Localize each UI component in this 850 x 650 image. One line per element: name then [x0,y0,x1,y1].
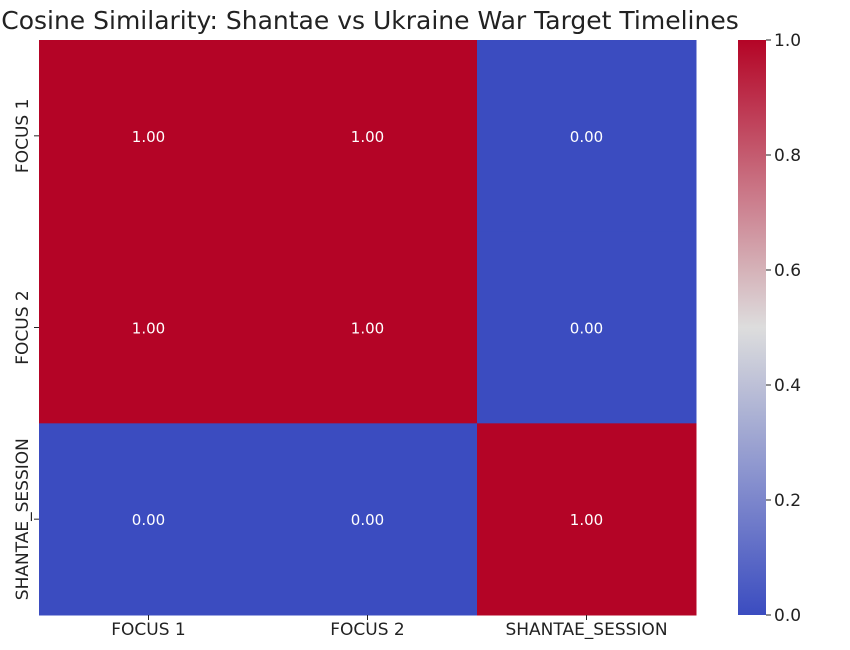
colorbar-tick-label: 0.4 [774,376,801,396]
cell-value-label: 1.00 [351,128,384,146]
colorbar-gradient [738,40,766,615]
heatmap-cell [39,423,259,616]
heatmap-cell [258,231,478,424]
chart-title: Cosine Similarity: Shantae vs Ukraine Wa… [1,6,739,35]
heatmap-cell [477,231,697,424]
cell-value-label: 0.00 [351,511,384,529]
x-tick-label: SHANTAE_SESSION [505,620,667,640]
colorbar: 0.0 0.2 0.4 0.6 0.8 1.0 [738,31,801,626]
colorbar-tick-label: 0.2 [774,491,801,511]
y-tick-label: SHANTAE_SESSION [13,438,33,600]
y-tick-label: FOCUS 1 [13,99,33,173]
cell-value-label: 1.00 [132,320,165,338]
cell-value-label: 0.00 [132,511,165,529]
heatmap-cell [477,40,697,233]
heatmap-cell [39,40,259,233]
cell-value-label: 1.00 [132,128,165,146]
y-axis: FOCUS 1 FOCUS 2 SHANTAE_SESSION [13,99,39,600]
colorbar-tick-label: 0.0 [774,606,801,626]
colorbar-tick-label: 1.0 [774,31,801,51]
cell-value-label: 1.00 [570,511,603,529]
heatmap-cell [258,423,478,616]
cell-value-label: 0.00 [570,128,603,146]
heatmap-cells: 1.00 1.00 0.00 1.00 1.00 0.00 0.00 0.00 1.00 [39,40,697,616]
heatmap-cell [39,231,259,424]
colorbar-tick-label: 0.8 [774,146,801,166]
x-tick-label: FOCUS 2 [330,620,404,640]
x-axis: FOCUS 1 FOCUS 2 SHANTAE_SESSION [111,615,668,640]
cell-value-label: 0.00 [570,320,603,338]
cell-value-label: 1.00 [351,320,384,338]
heatmap-cell [477,423,697,616]
x-tick-label: FOCUS 1 [111,620,185,640]
heatmap-cell [258,40,478,233]
y-tick-label: FOCUS 2 [13,290,33,364]
colorbar-tick-label: 0.6 [774,261,801,281]
